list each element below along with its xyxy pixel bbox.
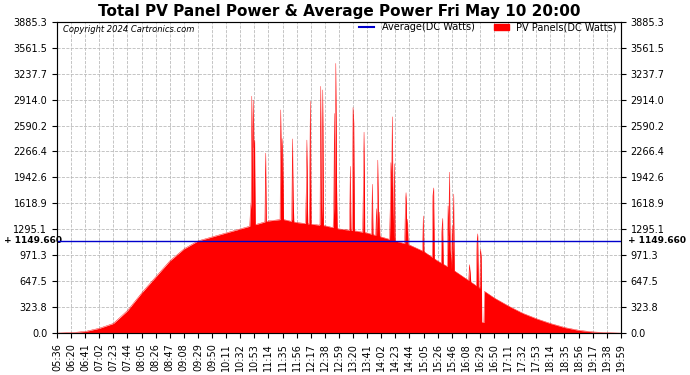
Title: Total PV Panel Power & Average Power Fri May 10 20:00: Total PV Panel Power & Average Power Fri… [98, 4, 580, 19]
Text: Copyright 2024 Cartronics.com: Copyright 2024 Cartronics.com [63, 25, 194, 34]
Text: + 1149.660: + 1149.660 [628, 237, 686, 246]
Text: + 1149.660: + 1149.660 [4, 237, 62, 246]
Legend: Average(DC Watts), PV Panels(DC Watts): Average(DC Watts), PV Panels(DC Watts) [355, 19, 621, 36]
